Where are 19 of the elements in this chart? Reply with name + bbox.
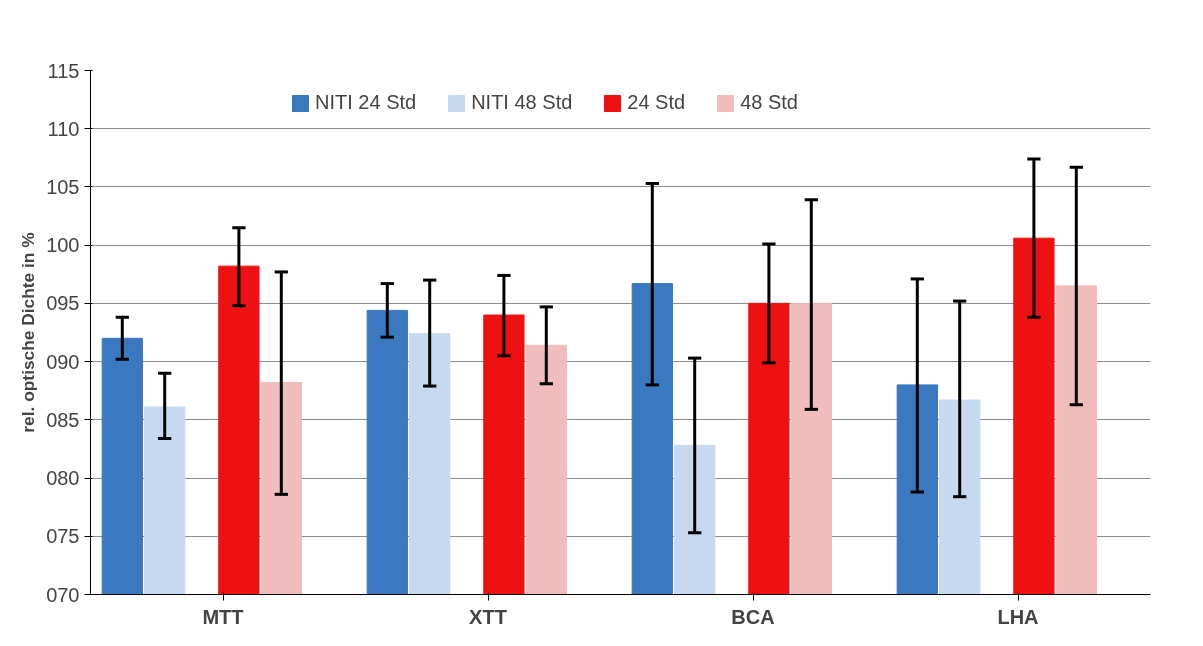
y-tick-label: 110 (47, 117, 80, 140)
x-tick-label: XTT (469, 605, 507, 628)
y-axis-title: rel. optische Dichte in % (18, 232, 39, 433)
x-tick-label: BCA (731, 605, 775, 628)
y-tick-label: 105 (46, 175, 80, 198)
y-tick-label: 100 (46, 234, 80, 257)
legend-label: NITI 48 Std (471, 91, 573, 114)
legend-label: 24 Std (627, 91, 686, 114)
y-tick-label: 115 (47, 59, 80, 82)
y-tick-label: 090 (46, 350, 80, 373)
legend-label: NITI 24 Std (315, 91, 417, 114)
x-tick-label: LHA (997, 605, 1039, 628)
x-tick-label: MTT (202, 605, 244, 628)
y-tick-label: 075 (46, 525, 80, 548)
legend-label: 48 Std (740, 91, 798, 114)
y-tick-label: 095 (46, 292, 80, 315)
y-tick-label: 085 (46, 408, 80, 431)
y-tick-label: 070 (46, 583, 80, 606)
y-tick-label: 080 (46, 467, 80, 490)
